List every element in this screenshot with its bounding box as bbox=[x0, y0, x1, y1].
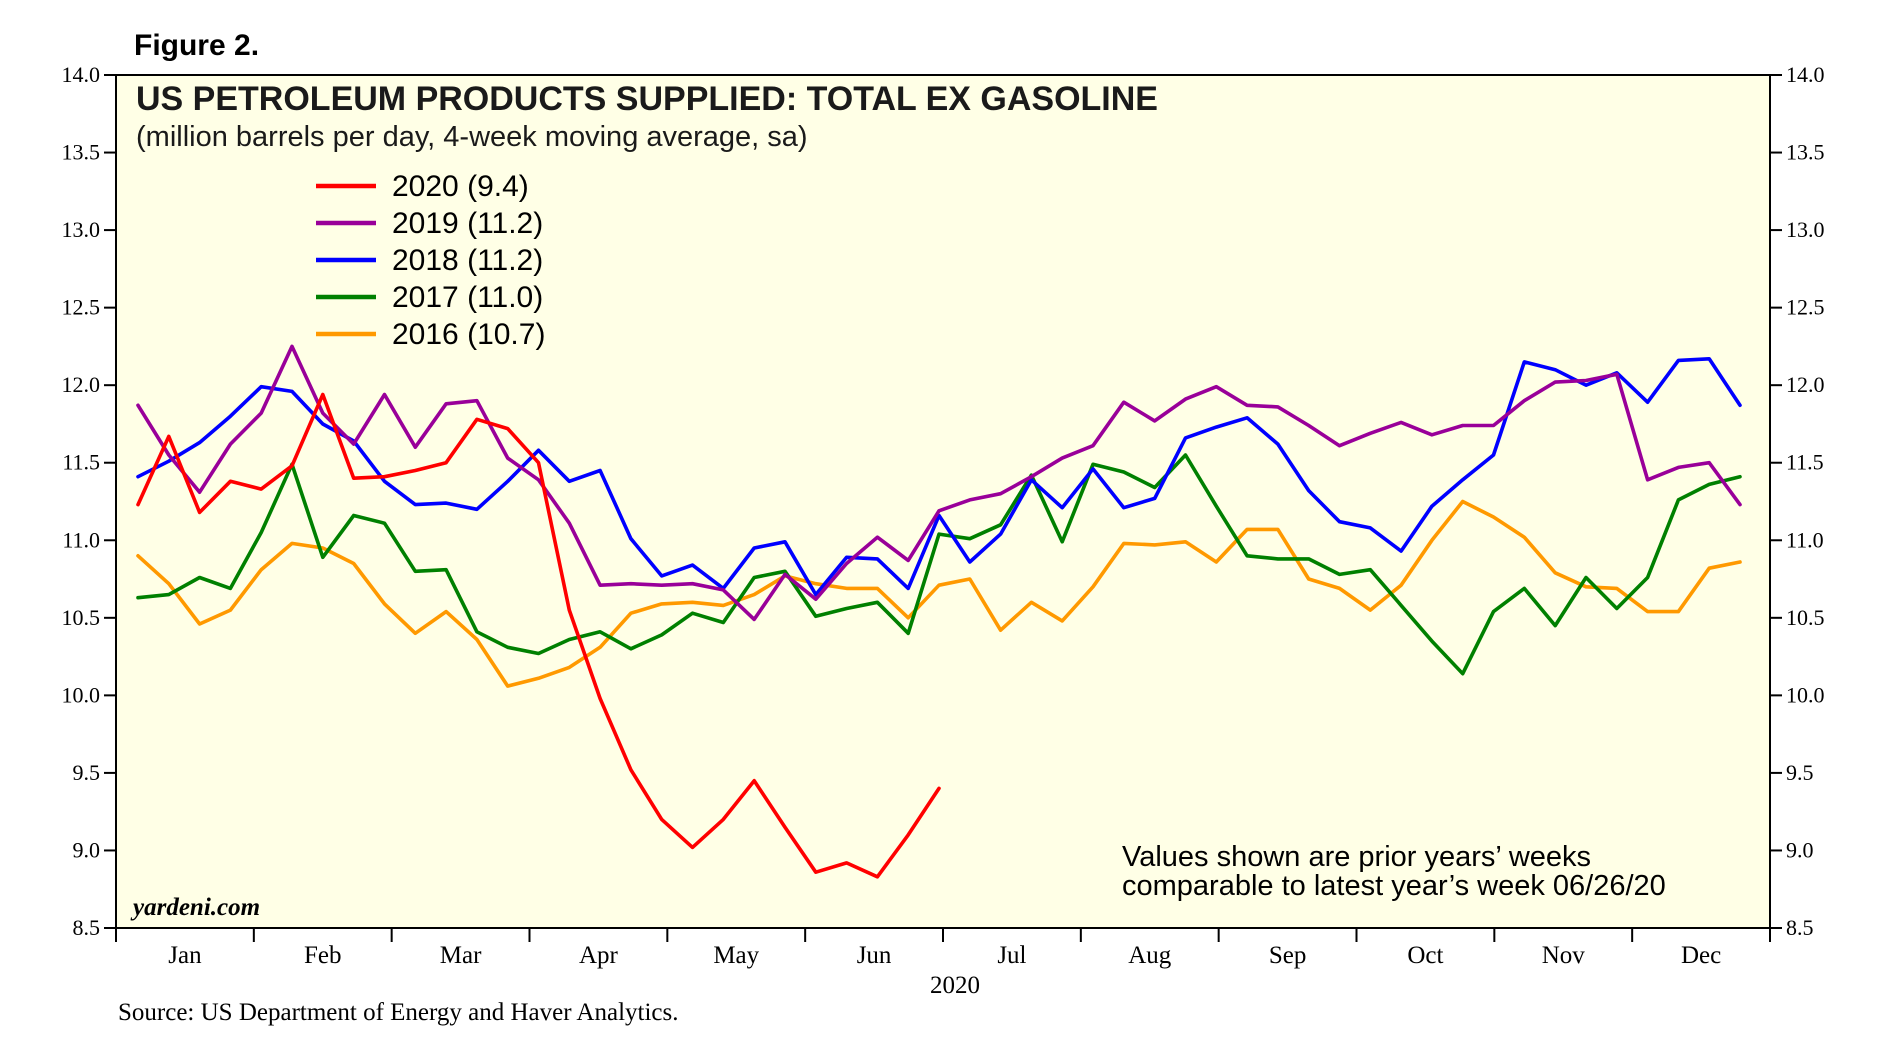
y-tick-label-left: 10.0 bbox=[62, 682, 101, 707]
y-tick-label-right: 9.0 bbox=[1786, 837, 1814, 862]
source-note: Source: US Department of Energy and Have… bbox=[118, 999, 679, 1026]
x-tick-label: Jan bbox=[168, 942, 202, 969]
y-tick-label-left: 14.0 bbox=[62, 62, 101, 87]
y-tick-label-left: 12.0 bbox=[62, 372, 101, 397]
y-tick-label-right: 14.0 bbox=[1786, 62, 1825, 87]
annotation-line-2: comparable to latest year’s week 06/26/2… bbox=[1122, 870, 1666, 902]
y-tick-label-right: 11.0 bbox=[1786, 527, 1824, 552]
y-tick-label-left: 8.5 bbox=[73, 915, 101, 940]
x-tick-label: Jul bbox=[997, 942, 1026, 969]
series-line-2020 bbox=[136, 392, 941, 879]
y-tick-label-right: 13.5 bbox=[1786, 140, 1825, 165]
series-line-2019 bbox=[136, 344, 1742, 622]
x-tick-label: Apr bbox=[579, 942, 619, 969]
x-tick-label: Oct bbox=[1407, 942, 1443, 969]
y-tick-label-right: 9.5 bbox=[1786, 760, 1814, 785]
y-tick-label-left: 13.5 bbox=[62, 140, 101, 165]
y-tick-label-right: 13.0 bbox=[1786, 217, 1825, 242]
x-tick-label: Feb bbox=[304, 942, 342, 969]
series-lines bbox=[136, 344, 1742, 879]
x-tick-label: Jun bbox=[857, 942, 892, 969]
y-tick-label-right: 12.5 bbox=[1786, 295, 1825, 320]
series-line-2018 bbox=[136, 356, 1742, 597]
y-tick-label-left: 12.5 bbox=[62, 295, 101, 320]
y-tick-label-left: 13.0 bbox=[62, 217, 101, 242]
series-line-2016 bbox=[136, 499, 1742, 688]
legend: 2020 (9.4) 2019 (11.2) 2018 (11.2) 2017 (11… bbox=[316, 170, 545, 351]
y-tick-label-right: 10.0 bbox=[1786, 682, 1825, 707]
legend-label-2017: 2017 (11.0) bbox=[392, 281, 543, 314]
series-line-2017 bbox=[136, 453, 1742, 676]
plot-area bbox=[115, 74, 1771, 929]
figure-label: Figure 2. bbox=[134, 29, 259, 62]
y-tick-label-right: 12.0 bbox=[1786, 372, 1825, 397]
annotation-line-1: Values shown are prior years’ weeks bbox=[1122, 841, 1591, 873]
y-axis-right: 8.5 9.0 9.5 10.0 10.5 11.0 11.5 12.0 12.5 13.0 13.… bbox=[1770, 62, 1825, 940]
y-axis-left: 8.5 9.0 9.5 10.0 10.5 11.0 11.5 12.0 12.5 13.0 13.… bbox=[62, 62, 116, 940]
y-tick-label-left: 10.5 bbox=[62, 605, 101, 630]
x-tick-label: Dec bbox=[1681, 942, 1721, 969]
y-tick-label-right: 10.5 bbox=[1786, 605, 1825, 630]
legend-label-2018: 2018 (11.2) bbox=[392, 244, 543, 277]
x-axis: Jan Feb Mar Apr May Jun Jul Aug Sep Oct Nov Dec bbox=[115, 928, 1771, 969]
x-tick-label: Sep bbox=[1269, 942, 1307, 969]
brand-label: yardeni.com bbox=[130, 894, 260, 921]
y-tick-label-left: 11.5 bbox=[62, 450, 100, 475]
legend-label-2016: 2016 (10.7) bbox=[392, 318, 545, 351]
x-tick-label: Aug bbox=[1128, 942, 1172, 969]
chart-title: US PETROLEUM PRODUCTS SUPPLIED: TOTAL EX… bbox=[136, 80, 1158, 118]
y-tick-label-right: 8.5 bbox=[1786, 915, 1814, 940]
legend-label-2020: 2020 (9.4) bbox=[392, 170, 529, 203]
y-tick-label-left: 9.0 bbox=[73, 837, 101, 862]
x-tick-label: May bbox=[713, 942, 759, 969]
y-tick-label-right: 11.5 bbox=[1786, 450, 1824, 475]
y-tick-label-left: 9.5 bbox=[73, 760, 101, 785]
x-tick-label: Nov bbox=[1542, 942, 1586, 969]
legend-label-2019: 2019 (11.2) bbox=[392, 207, 543, 240]
chart-subtitle: (million barrels per day, 4-week moving … bbox=[136, 121, 808, 153]
x-tick-label: Mar bbox=[440, 942, 482, 969]
y-tick-label-left: 11.0 bbox=[62, 527, 100, 552]
x-axis-year-label: 2020 bbox=[930, 972, 980, 999]
